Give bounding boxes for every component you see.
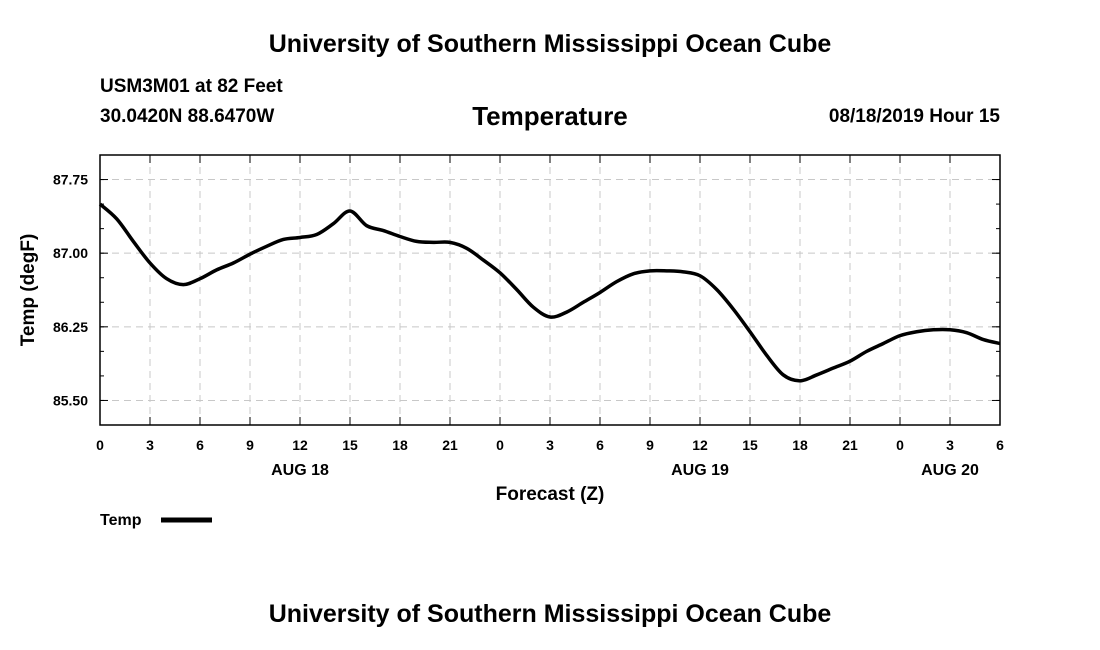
x-tick-label: 0 <box>96 437 104 453</box>
y-tick-label: 87.00 <box>53 245 88 261</box>
x-tick-label: 3 <box>946 437 954 453</box>
date-label: AUG 20 <box>921 462 979 479</box>
x-tick-label: 21 <box>842 437 858 453</box>
plot-title: Temperature <box>472 101 628 131</box>
legend-label: Temp <box>100 512 142 529</box>
x-tick-label: 3 <box>146 437 154 453</box>
datetime-label: 08/18/2019 Hour 15 <box>828 106 1000 127</box>
y-tick-label: 87.75 <box>53 172 88 188</box>
x-tick-label: 15 <box>742 437 758 453</box>
date-label: AUG 19 <box>671 462 729 479</box>
top-title: University of Southern Mississippi Ocean… <box>268 30 832 58</box>
y-axis-title: Temp (degF) <box>18 234 39 347</box>
x-tick-label: 9 <box>246 437 254 453</box>
station-label: USM3M01 at 82 Feet <box>100 76 283 97</box>
x-tick-label: 6 <box>196 437 204 453</box>
x-tick-label: 0 <box>496 437 504 453</box>
y-tick-label: 85.50 <box>53 392 88 408</box>
x-tick-label: 18 <box>392 437 408 453</box>
x-tick-label: 12 <box>692 437 708 453</box>
x-tick-label: 21 <box>442 437 458 453</box>
x-tick-label: 18 <box>792 437 808 453</box>
date-label: AUG 18 <box>271 462 329 479</box>
x-tick-label: 12 <box>292 437 308 453</box>
x-tick-label: 6 <box>996 437 1004 453</box>
x-tick-label: 3 <box>546 437 554 453</box>
x-tick-label: 6 <box>596 437 604 453</box>
x-axis-title: Forecast (Z) <box>496 484 605 505</box>
bottom-title: University of Southern Mississippi Ocean… <box>268 600 832 628</box>
x-tick-label: 0 <box>896 437 904 453</box>
x-tick-label: 15 <box>342 437 358 453</box>
y-tick-label: 86.25 <box>53 319 88 335</box>
x-tick-label: 9 <box>646 437 654 453</box>
series-line-temp <box>98 202 1001 383</box>
plot-frame <box>99 154 1001 426</box>
coordinates-label: 30.0420N 88.6470W <box>100 106 275 127</box>
